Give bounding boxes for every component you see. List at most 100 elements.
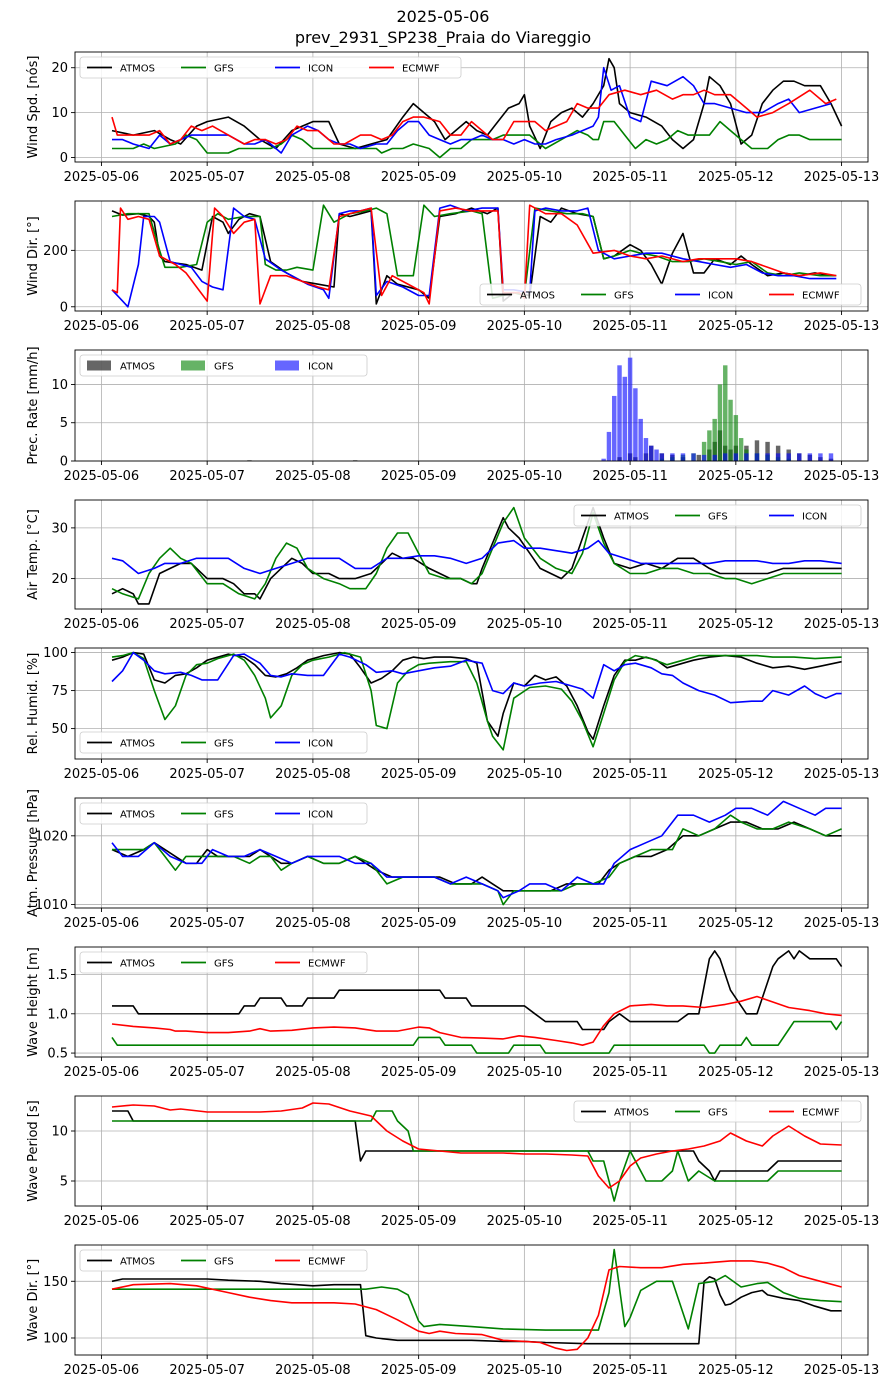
y-tick-label: 10 <box>51 1125 68 1140</box>
bar-icon <box>712 454 717 461</box>
x-tick-label: 2025-05-08 <box>275 916 351 931</box>
panel-4: 2025-05-06 2025-05-07 2025-05-08 2025-05-09… <box>26 499 879 632</box>
series-line-gfs <box>112 814 842 906</box>
bar-icon <box>606 431 612 461</box>
y-tick-label: 1020 <box>35 829 68 844</box>
x-tick-label: 2025-05-09 <box>381 916 457 931</box>
x-tick-label: 2025-05-07 <box>169 916 245 931</box>
bar-icon <box>627 357 633 461</box>
legend-label-atmos: ATMOS <box>120 1256 155 1267</box>
x-tick-label: 2025-05-09 <box>381 1214 457 1229</box>
legend: ATMOS GFS ICON <box>79 802 368 825</box>
bar-icon <box>622 376 628 461</box>
x-tick-label: 2025-05-06 <box>64 469 140 484</box>
y-axis-label: Wind Spd. [nós] <box>26 56 41 159</box>
plot-area <box>111 57 843 159</box>
legend-box <box>79 731 368 754</box>
x-tick-label: 2025-05-08 <box>275 767 351 782</box>
legend-label-ecmwf: ECMWF <box>802 1107 840 1118</box>
bar-icon <box>765 453 770 461</box>
axes-frame <box>74 499 869 610</box>
panel-3: 2025-05-06 2025-05-07 2025-05-08 2025-05-09… <box>26 346 879 484</box>
x-tick-label: 2025-05-11 <box>592 1214 668 1229</box>
panel-9: 2025-05-06 2025-05-07 2025-05-08 2025-05-09… <box>26 1244 879 1378</box>
y-tick-label: 0 <box>60 300 68 315</box>
x-tick-label: 2025-05-10 <box>487 767 563 782</box>
y-tick-label: 75 <box>51 684 68 699</box>
x-tick-label: 2025-05-06 <box>64 1363 140 1378</box>
legend-label-icon: ICON <box>308 63 333 74</box>
y-tick-label: 5 <box>60 1175 68 1190</box>
bar-icon <box>723 453 728 461</box>
series-line-ecmwf <box>111 995 842 1046</box>
x-tick-label: 2025-05-10 <box>487 1214 563 1229</box>
legend: ATMOS GFS ICON <box>79 731 368 754</box>
legend-label-gfs: GFS <box>214 958 234 969</box>
legend-label-icon: ICON <box>308 738 333 749</box>
series-line-gfs <box>111 1020 843 1054</box>
x-tick-label: 2025-05-06 <box>64 1214 140 1229</box>
x-tick-label: 2025-05-07 <box>169 469 245 484</box>
x-tick-label: 2025-05-12 <box>698 1214 774 1229</box>
y-tick-label: 1.5 <box>47 968 68 983</box>
x-tick-label: 2025-05-11 <box>592 1065 668 1080</box>
legend: ATMOS GFS ICON <box>79 354 368 377</box>
x-tick-label: 2025-05-13 <box>804 319 880 334</box>
bar-icon <box>638 418 643 461</box>
x-tick-label: 2025-05-10 <box>487 170 563 185</box>
series-line-atmos <box>111 1276 842 1345</box>
x-tick-label: 2025-05-11 <box>592 916 668 931</box>
series-line-gfs <box>111 506 842 600</box>
x-tick-label: 2025-05-12 <box>698 1363 774 1378</box>
plot-area <box>111 651 842 751</box>
x-tick-label: 2025-05-09 <box>381 617 457 632</box>
y-tick-label: 150 <box>43 1275 68 1290</box>
x-tick-label: 2025-05-11 <box>592 170 668 185</box>
y-tick-label: 50 <box>51 722 68 737</box>
bar-gfs <box>712 418 717 461</box>
series-line-gfs <box>112 1110 842 1202</box>
bar-icon <box>797 453 802 461</box>
x-tick-label: 2025-05-06 <box>64 916 140 931</box>
legend-label-icon: ICON <box>308 361 333 372</box>
x-tick-label: 2025-05-12 <box>698 319 774 334</box>
legend-label-atmos: ATMOS <box>120 738 155 749</box>
panel-6: 2025-05-06 2025-05-07 2025-05-08 2025-05-09… <box>26 789 879 931</box>
axes-frame <box>74 200 869 312</box>
legend-label-atmos: ATMOS <box>520 290 555 301</box>
legend: ATMOS GFS ECMWF <box>79 1249 368 1272</box>
series-line-ecmwf <box>111 204 837 305</box>
y-tick-label: 20 <box>51 572 68 587</box>
legend-label-icon: ICON <box>802 511 827 522</box>
x-tick-label: 2025-05-13 <box>804 1214 880 1229</box>
y-tick-label: 30 <box>51 521 68 536</box>
series-line-gfs <box>112 120 842 159</box>
bar-gfs <box>728 399 733 461</box>
x-tick-label: 2025-05-06 <box>64 319 140 334</box>
legend-label-ecmwf: ECMWF <box>802 290 840 301</box>
axes-frame <box>74 797 869 909</box>
legend: ATMOS GFS ICON ECMWF <box>79 56 462 79</box>
legend-box <box>573 1100 862 1123</box>
x-tick-label: 2025-05-12 <box>698 916 774 931</box>
x-tick-label: 2025-05-06 <box>64 1065 140 1080</box>
panel-2: 2025-05-06 2025-05-07 2025-05-08 2025-05-09… <box>26 200 880 334</box>
y-tick-label: 0 <box>60 455 68 470</box>
x-tick-label: 2025-05-10 <box>487 916 563 931</box>
legend-label-atmos: ATMOS <box>614 511 649 522</box>
x-tick-label: 2025-05-07 <box>169 319 245 334</box>
legend-label-icon: ICON <box>308 809 333 820</box>
bar-gfs <box>733 415 739 461</box>
bar-icon <box>828 453 834 461</box>
x-tick-label: 2025-05-13 <box>804 916 880 931</box>
y-tick-label: 1010 <box>35 898 68 913</box>
x-tick-label: 2025-05-06 <box>64 767 140 782</box>
bar-icon <box>649 445 654 461</box>
bar-icon <box>643 438 649 461</box>
x-tick-label: 2025-05-10 <box>487 1065 563 1080</box>
plot-area <box>111 506 842 605</box>
legend-label-gfs: GFS <box>708 1107 728 1118</box>
axes-frame <box>74 1095 869 1207</box>
x-tick-label: 2025-05-08 <box>275 1363 351 1378</box>
bar-gfs <box>717 384 723 461</box>
